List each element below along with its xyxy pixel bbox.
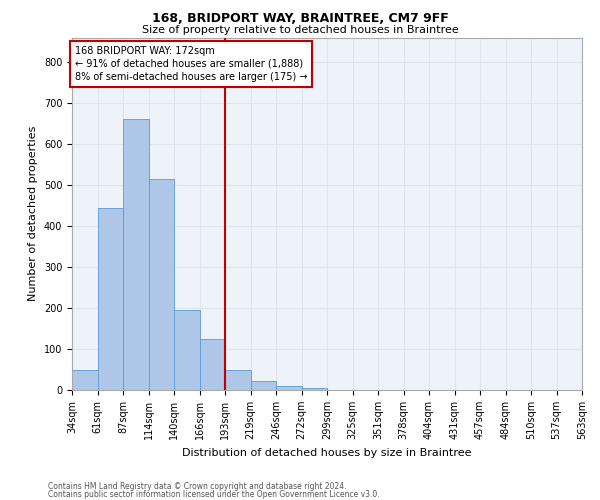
Text: Contains public sector information licensed under the Open Government Licence v3: Contains public sector information licen… — [48, 490, 380, 499]
Bar — [174, 310, 199, 390]
Bar — [149, 179, 174, 390]
X-axis label: Distribution of detached houses by size in Braintree: Distribution of detached houses by size … — [182, 448, 472, 458]
Text: Size of property relative to detached houses in Braintree: Size of property relative to detached ho… — [142, 25, 458, 35]
Text: 168 BRIDPORT WAY: 172sqm
← 91% of detached houses are smaller (1,888)
8% of semi: 168 BRIDPORT WAY: 172sqm ← 91% of detach… — [74, 46, 307, 82]
Bar — [72, 370, 97, 390]
Bar — [199, 339, 225, 390]
Bar — [225, 370, 251, 390]
Y-axis label: Number of detached properties: Number of detached properties — [28, 126, 38, 302]
Bar — [251, 381, 276, 390]
Bar — [123, 120, 149, 390]
Bar — [302, 388, 327, 390]
Bar — [97, 208, 123, 390]
Text: 168, BRIDPORT WAY, BRAINTREE, CM7 9FF: 168, BRIDPORT WAY, BRAINTREE, CM7 9FF — [152, 12, 448, 26]
Bar — [276, 386, 302, 390]
Text: Contains HM Land Registry data © Crown copyright and database right 2024.: Contains HM Land Registry data © Crown c… — [48, 482, 347, 491]
